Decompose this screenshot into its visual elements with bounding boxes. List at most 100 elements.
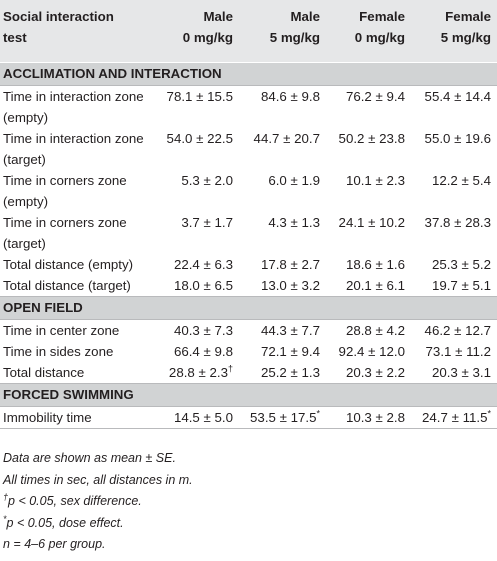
note-mean-se: Data are shown as mean ± SE. bbox=[3, 451, 176, 465]
value-cell: 20.3 ± 2.2 bbox=[326, 362, 411, 384]
cell-value: 25.2 ± 1.3 bbox=[260, 364, 320, 380]
cell-value: 53.5 ± 17.5 bbox=[250, 409, 317, 425]
value-cell: 10.3 ± 2.8 bbox=[326, 406, 411, 429]
value-cell: 84.6 ± 9.8 bbox=[239, 85, 326, 128]
cell-value: 13.0 ± 3.2 bbox=[260, 277, 320, 293]
note-sex-difference: †p < 0.05, sex difference. bbox=[3, 491, 193, 513]
value-cell: 25.3 ± 5.2 bbox=[411, 254, 497, 275]
section-header-row: OPEN FIELD bbox=[0, 295, 497, 320]
value-cell: 78.1 ± 15.5 bbox=[155, 85, 239, 128]
value-cell: 55.0 ± 19.6 bbox=[411, 128, 497, 170]
value-cell: 72.1 ± 9.4 bbox=[239, 341, 326, 362]
cell-value: 28.8 ± 2.3 bbox=[168, 364, 228, 380]
row-label: Time in sides zone bbox=[3, 343, 114, 359]
value-cell: 5.3 ± 2.0 bbox=[155, 170, 239, 212]
significance-mark: † bbox=[227, 363, 233, 374]
note-sex-text: p < 0.05, sex difference. bbox=[8, 494, 142, 508]
cell-value: 22.4 ± 6.3 bbox=[173, 256, 233, 272]
cell-value: 5.3 ± 2.0 bbox=[181, 172, 233, 188]
value-cell: 44.7 ± 20.7 bbox=[239, 128, 326, 170]
value-cell: 18.0 ± 6.5 bbox=[155, 275, 239, 297]
value-cell: 14.5 ± 5.0 bbox=[155, 406, 239, 429]
value-cell: 3.7 ± 1.7 bbox=[155, 212, 239, 254]
value-cell: 66.4 ± 9.8 bbox=[155, 341, 239, 362]
table-row: Time in interaction zone (empty) 78.1 ± 1… bbox=[0, 85, 497, 128]
table-header-row: Social interaction test Male 0 mg/kg Mal… bbox=[0, 0, 497, 63]
header-male-5: Male 5 mg/kg bbox=[239, 0, 326, 63]
section-header-row: ACCLIMATION AND INTERACTION bbox=[0, 61, 497, 86]
cell-value: 66.4 ± 9.8 bbox=[173, 343, 233, 359]
table-row: Time in sides zone 66.4 ± 9.8 72.1 ± 9.4 92… bbox=[0, 341, 497, 362]
header-test-line1: Social interaction bbox=[3, 9, 114, 24]
cell-value: 55.0 ± 19.6 bbox=[424, 130, 491, 146]
cell-value: 18.0 ± 6.5 bbox=[173, 277, 233, 293]
value-cell: 19.7 ± 5.1 bbox=[411, 275, 497, 297]
row-label: Time in corners zone (empty) bbox=[3, 172, 127, 209]
value-cell: 40.3 ± 7.3 bbox=[155, 319, 239, 341]
cell-value: 40.3 ± 7.3 bbox=[173, 322, 233, 338]
cell-value: 20.3 ± 3.1 bbox=[431, 364, 491, 380]
header-male-0-sex: Male bbox=[203, 9, 233, 24]
table-row: Time in corners zone (empty) 5.3 ± 2.0 6.0… bbox=[0, 170, 497, 212]
table-row: Total distance (target) 18.0 ± 6.5 13.0 ± … bbox=[0, 275, 497, 297]
header-female-0-sex: Female bbox=[359, 9, 405, 24]
cell-value: 92.4 ± 12.0 bbox=[338, 343, 405, 359]
cell-value: 44.3 ± 7.7 bbox=[260, 322, 320, 338]
results-table: Social interaction test Male 0 mg/kg Mal… bbox=[0, 0, 497, 429]
cell-value: 12.2 ± 5.4 bbox=[431, 172, 491, 188]
cell-value: 6.0 ± 1.9 bbox=[268, 172, 320, 188]
value-cell: 54.0 ± 22.5 bbox=[155, 128, 239, 170]
value-cell: 44.3 ± 7.7 bbox=[239, 319, 326, 341]
value-cell: 50.2 ± 23.8 bbox=[326, 128, 411, 170]
cell-value: 20.1 ± 6.1 bbox=[345, 277, 405, 293]
value-cell: 20.3 ± 3.1 bbox=[411, 362, 497, 384]
significance-mark: * bbox=[487, 408, 491, 419]
cell-value: 72.1 ± 9.4 bbox=[260, 343, 320, 359]
cell-value: 10.1 ± 2.3 bbox=[345, 172, 405, 188]
value-cell: 13.0 ± 3.2 bbox=[239, 275, 326, 297]
value-cell: 25.2 ± 1.3 bbox=[239, 362, 326, 384]
cell-value: 24.7 ± 11.5 bbox=[422, 409, 488, 425]
header-male-0: Male 0 mg/kg bbox=[155, 0, 239, 63]
value-cell: 37.8 ± 28.3 bbox=[411, 212, 497, 254]
cell-value: 54.0 ± 22.5 bbox=[166, 130, 233, 146]
cell-value: 44.7 ± 20.7 bbox=[253, 130, 320, 146]
header-test: Social interaction test bbox=[0, 0, 155, 63]
cell-value: 25.3 ± 5.2 bbox=[431, 256, 491, 272]
row-label: Total distance (empty) bbox=[3, 256, 134, 272]
cell-value: 78.1 ± 15.5 bbox=[166, 88, 233, 104]
cell-value: 19.7 ± 5.1 bbox=[431, 277, 491, 293]
section-header-row: FORCED SWIMMING bbox=[0, 382, 497, 407]
value-cell: 24.7 ± 11.5* bbox=[411, 406, 497, 429]
cell-value: 55.4 ± 14.4 bbox=[424, 88, 491, 104]
section-title: ACCLIMATION AND INTERACTION bbox=[0, 61, 497, 86]
header-female-5-dose: 5 mg/kg bbox=[440, 30, 491, 45]
value-cell: 46.2 ± 12.7 bbox=[411, 319, 497, 341]
value-cell: 55.4 ± 14.4 bbox=[411, 85, 497, 128]
note-sample-size: n = 4–6 per group. bbox=[3, 537, 106, 551]
row-label: Time in center zone bbox=[3, 322, 120, 338]
cell-value: 73.1 ± 11.2 bbox=[425, 343, 491, 359]
cell-value: 10.3 ± 2.8 bbox=[345, 409, 405, 425]
table-footnotes: Data are shown as mean ± SE. All times i… bbox=[3, 448, 193, 556]
row-label: Total distance bbox=[3, 364, 85, 380]
table-row: Immobility time 14.5 ± 5.0 53.5 ± 17.5* 10.… bbox=[0, 406, 497, 429]
section-title: OPEN FIELD bbox=[0, 295, 497, 320]
cell-value: 37.8 ± 28.3 bbox=[424, 214, 491, 230]
header-male-0-dose: 0 mg/kg bbox=[182, 30, 233, 45]
table-body: ACCLIMATION AND INTERACTION Time in inter… bbox=[0, 61, 497, 429]
table-row: Total distance 28.8 ± 2.3† 25.2 ± 1.3 20.3 … bbox=[0, 362, 497, 384]
note-dose-effect: *p < 0.05, dose effect. bbox=[3, 513, 193, 535]
cell-value: 84.6 ± 9.8 bbox=[260, 88, 320, 104]
value-cell: 53.5 ± 17.5* bbox=[239, 406, 326, 429]
cell-value: 4.3 ± 1.3 bbox=[268, 214, 320, 230]
value-cell: 10.1 ± 2.3 bbox=[326, 170, 411, 212]
cell-value: 76.2 ± 9.4 bbox=[345, 88, 405, 104]
cell-value: 28.8 ± 4.2 bbox=[345, 322, 405, 338]
table-row: Time in center zone 40.3 ± 7.3 44.3 ± 7.7 2… bbox=[0, 319, 497, 341]
header-female-5-sex: Female bbox=[445, 9, 491, 24]
header-female-0: Female 0 mg/kg bbox=[326, 0, 411, 63]
note-sex-mark: † bbox=[3, 491, 9, 502]
row-label: Time in interaction zone (target) bbox=[3, 130, 144, 167]
